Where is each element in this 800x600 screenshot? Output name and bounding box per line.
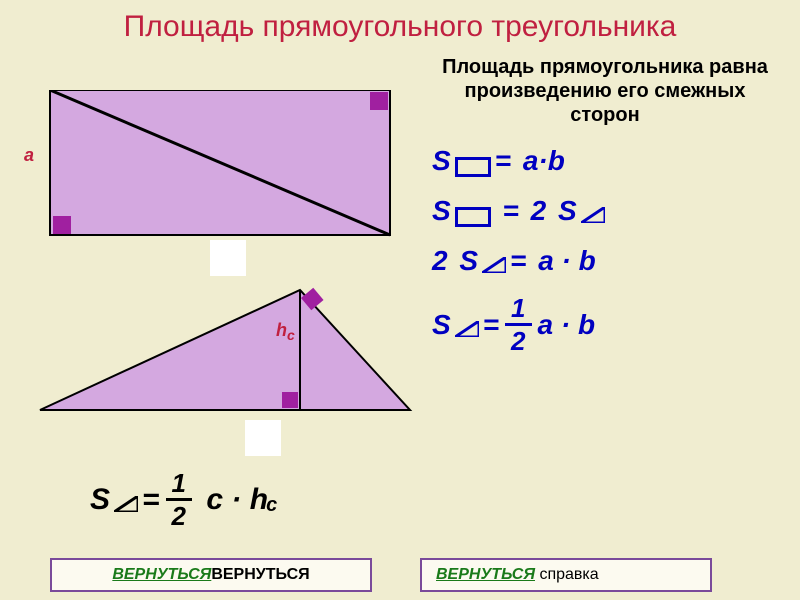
return-link[interactable]: ВЕРНУТЬСЯ [436, 566, 535, 583]
diagram-area: a hc [20, 90, 420, 510]
fraction-half: 1 2 [166, 470, 192, 529]
return-button-right[interactable]: ВЕРНУТЬСЯ справка [420, 558, 712, 592]
label-a: a [24, 145, 34, 166]
formula-rect-area: S = a·b [430, 145, 790, 177]
return-button-left[interactable]: ВЕРНУТЬСЯВЕРНУТЬСЯ [50, 558, 372, 592]
triangle-icon [482, 257, 506, 273]
formula-tri-eq-half-ab: S = 1 2 a · b [430, 295, 790, 354]
return-link[interactable]: ВЕРНУТЬСЯ [112, 566, 211, 583]
formula-2tri-eq-ab: 2 S = a · b [430, 245, 790, 277]
triangle-icon [581, 207, 605, 223]
theorem-text: Площадь прямоугольника равна произведени… [430, 55, 780, 127]
rect-icon [455, 157, 491, 177]
page-title: Площадь прямоугольного треугольника [0, 0, 800, 49]
arrow-box-2 [245, 420, 281, 456]
triangle-icon [114, 496, 138, 512]
formula-height: S = 1 2 c · hc [90, 470, 277, 529]
rect-icon [455, 207, 491, 227]
formula-area: S = a·b S = 2 S 2 S = a · b S = 1 2 a · … [430, 145, 790, 372]
formula-rect-eq-2tri: S = 2 S [430, 195, 790, 227]
label-hc: hc [276, 320, 295, 341]
help-text: справка [535, 566, 599, 583]
return-text: ВЕРНУТЬСЯ [211, 566, 309, 583]
triangle-icon [455, 321, 479, 337]
arrow-box-1 [210, 240, 246, 276]
fraction-half: 1 2 [503, 295, 533, 354]
